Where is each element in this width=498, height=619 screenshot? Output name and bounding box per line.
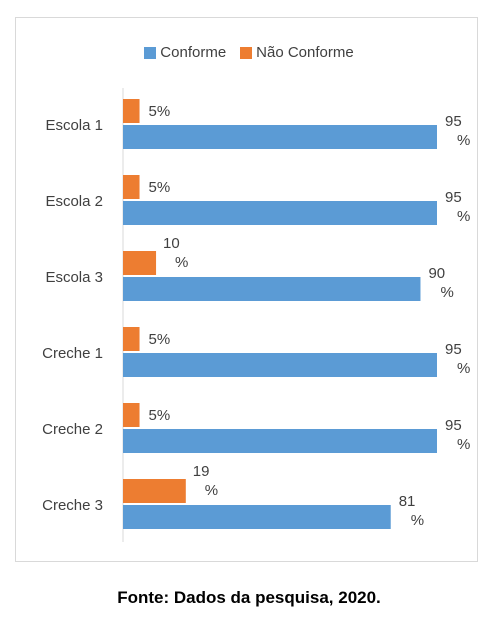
figure-caption: Fonte: Dados da pesquisa, 2020. <box>117 588 381 607</box>
legend-label-nao-conforme: Não Conforme <box>256 44 354 61</box>
legend-item-nao-conforme: Não Conforme <box>240 44 354 61</box>
bar-conforme-creche-1 <box>123 353 437 377</box>
legend-item-conforme: Conforme <box>144 44 226 61</box>
bar-nao-conforme-creche-3 <box>123 479 186 503</box>
data-label-conforme-creche-3: 81% <box>399 493 424 529</box>
bar-nao-conforme-creche-2 <box>123 403 140 427</box>
bar-conforme-escola-2 <box>123 201 437 225</box>
legend-swatch-conforme <box>144 46 157 59</box>
category-label-creche-1: Creche 1 <box>42 345 103 362</box>
bar-nao-conforme-escola-1 <box>123 99 140 123</box>
chart-legend: Conforme Não Conforme <box>0 44 498 61</box>
bar-nao-conforme-escola-2 <box>123 175 140 199</box>
data-label-conforme-creche-1: 95% <box>445 341 470 377</box>
category-label-escola-2: Escola 2 <box>45 193 103 210</box>
legend-swatch-nao-conforme <box>240 46 253 59</box>
bar-conforme-creche-3 <box>123 505 391 529</box>
data-label-nao-conforme-creche-2: 5% <box>149 407 171 424</box>
bar-conforme-escola-1 <box>123 125 437 149</box>
data-label-nao-conforme-creche-1: 5% <box>149 331 171 348</box>
category-label-creche-3: Creche 3 <box>42 497 103 514</box>
data-label-conforme-escola-3: 90% <box>428 265 453 301</box>
category-label-escola-1: Escola 1 <box>45 117 103 134</box>
data-label-conforme-creche-2: 95% <box>445 417 470 453</box>
category-label-escola-3: Escola 3 <box>45 269 103 286</box>
bar-conforme-escola-3 <box>123 277 421 301</box>
data-label-nao-conforme-escola-1: 5% <box>149 103 171 120</box>
data-label-nao-conforme-escola-2: 5% <box>149 179 171 196</box>
bar-conforme-creche-2 <box>123 429 437 453</box>
data-label-nao-conforme-escola-3: 10% <box>163 235 188 271</box>
category-label-creche-2: Creche 2 <box>42 421 103 438</box>
data-label-conforme-escola-1: 95% <box>445 113 470 149</box>
data-label-nao-conforme-creche-3: 19% <box>193 463 218 499</box>
legend-label-conforme: Conforme <box>160 44 227 61</box>
bar-nao-conforme-creche-1 <box>123 327 140 351</box>
bar-nao-conforme-escola-3 <box>123 251 157 275</box>
data-label-conforme-escola-2: 95% <box>445 189 470 225</box>
